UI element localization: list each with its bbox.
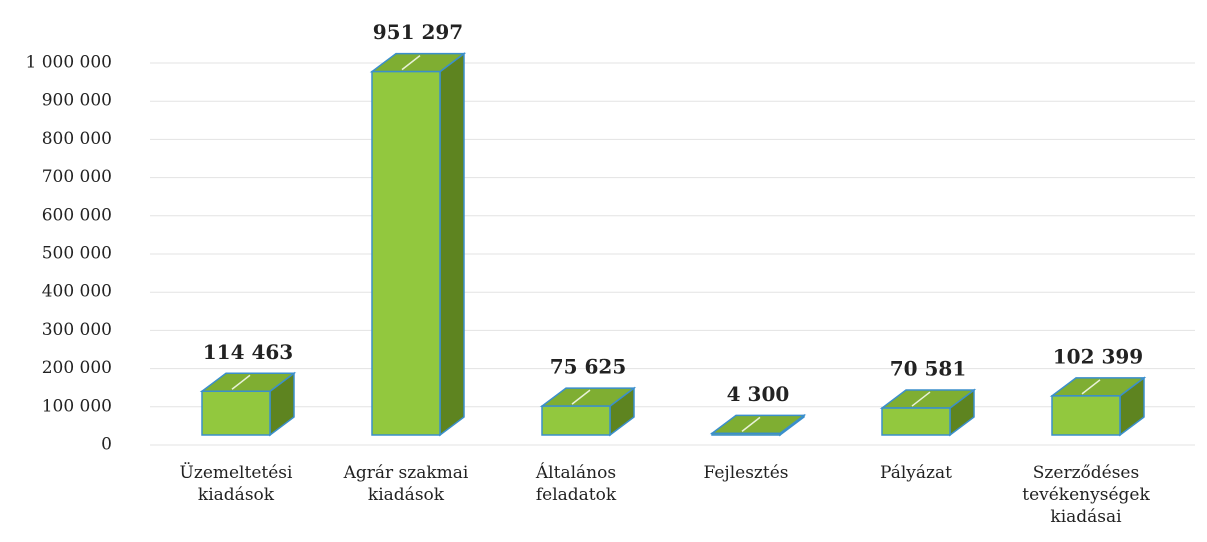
- value-label: 102 399: [1053, 344, 1143, 368]
- bar-front: [371, 70, 441, 436]
- bar: [199, 371, 297, 437]
- y-tick-label: 600 000: [42, 205, 112, 225]
- value-label: 70 581: [890, 357, 967, 381]
- bar: [539, 386, 637, 437]
- x-tick-label: Szerződéses tevékenységek kiadásai: [1022, 463, 1150, 527]
- value-label: 114 463: [203, 340, 293, 364]
- y-tick-label: 300 000: [42, 320, 112, 340]
- x-tick-label: Általános feladatok: [535, 463, 617, 505]
- x-tick-label: Agrár szakmai kiadások: [343, 463, 469, 505]
- y-tick-label: 800 000: [42, 129, 112, 149]
- x-tick-label: Fejlesztés: [703, 463, 789, 483]
- y-tick-label: 900 000: [42, 91, 112, 111]
- bar-highlight: [571, 389, 591, 405]
- bar-highlight: [1081, 379, 1101, 395]
- y-tick-label: 1 000 000: [25, 53, 112, 73]
- y-tick-label: 500 000: [42, 244, 112, 264]
- y-tick-label: 0: [101, 435, 112, 455]
- x-tick-label: Üzemeltetési kiadások: [179, 463, 293, 505]
- bar-highlight: [401, 55, 421, 71]
- y-tick-label: 100 000: [42, 396, 112, 416]
- bar-front: [881, 407, 951, 436]
- bar-highlight: [231, 374, 251, 390]
- bar-highlight: [911, 391, 931, 407]
- bar-front: [711, 432, 781, 436]
- bar: [369, 52, 467, 437]
- value-label: 951 297: [373, 20, 463, 44]
- y-tick-label: 200 000: [42, 358, 112, 378]
- bar-side: [439, 52, 465, 437]
- bar-highlight: [741, 416, 761, 432]
- bar: [1049, 376, 1147, 437]
- x-tick-label: Pályázat: [880, 463, 952, 483]
- bar-front: [201, 390, 271, 436]
- bar-front: [1051, 395, 1121, 436]
- y-tick-label: 400 000: [42, 282, 112, 302]
- bar: [709, 413, 807, 437]
- value-label: 75 625: [550, 355, 627, 379]
- bar: [879, 388, 977, 437]
- y-tick-label: 700 000: [42, 167, 112, 187]
- bar-front: [541, 405, 611, 436]
- value-label: 4 300: [727, 382, 790, 406]
